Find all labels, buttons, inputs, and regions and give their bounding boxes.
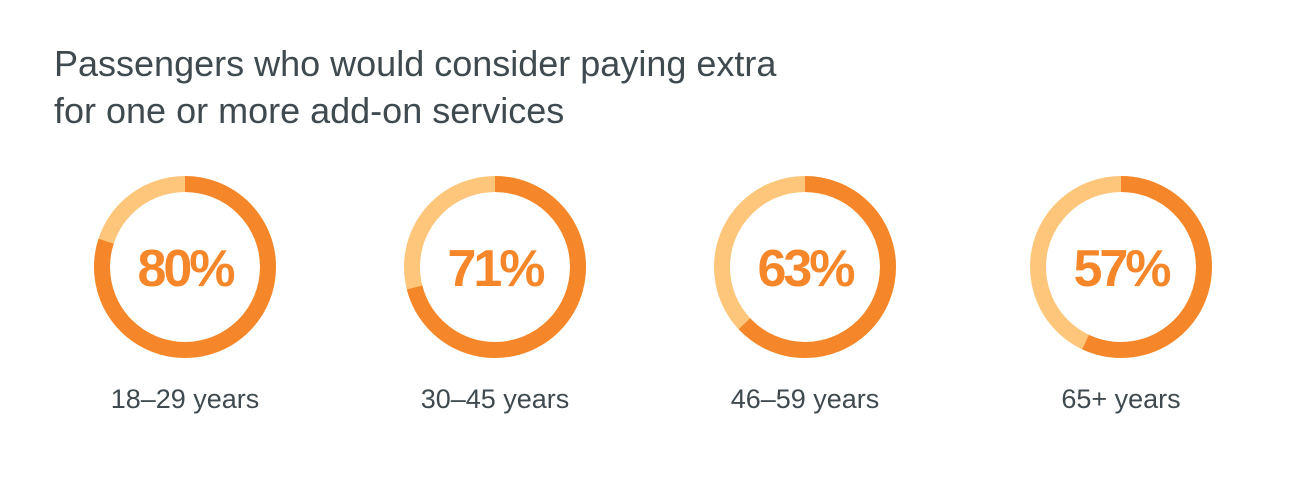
chart-title: Passengers who would consider paying ext…: [54, 40, 954, 134]
donut-3: 63% 46–59 years: [714, 176, 896, 414]
donut-1: 80% 18–29 years: [94, 176, 276, 414]
donut-value-arc: [94, 176, 276, 358]
donut-value-arc: [714, 176, 896, 358]
donut-2: 71% 30–45 years: [404, 176, 586, 414]
chart-title-line-1: Passengers who would consider paying ext…: [54, 43, 777, 84]
age-group-label: 30–45 years: [421, 384, 570, 414]
donut-value-arc: [404, 176, 586, 358]
percentage-label: 80%: [137, 240, 234, 298]
percentage-label: 63%: [757, 240, 854, 298]
percentage-label: 57%: [1073, 240, 1170, 298]
donut-value-arc: [1030, 176, 1212, 358]
donut-4: 57% 65+ years: [1030, 176, 1212, 414]
percentage-label: 71%: [447, 240, 544, 298]
age-group-label: 18–29 years: [111, 384, 260, 414]
age-group-label: 65+ years: [1061, 384, 1180, 414]
chart-title-line-2: for one or more add-on services: [54, 90, 565, 131]
age-group-label: 46–59 years: [731, 384, 880, 414]
